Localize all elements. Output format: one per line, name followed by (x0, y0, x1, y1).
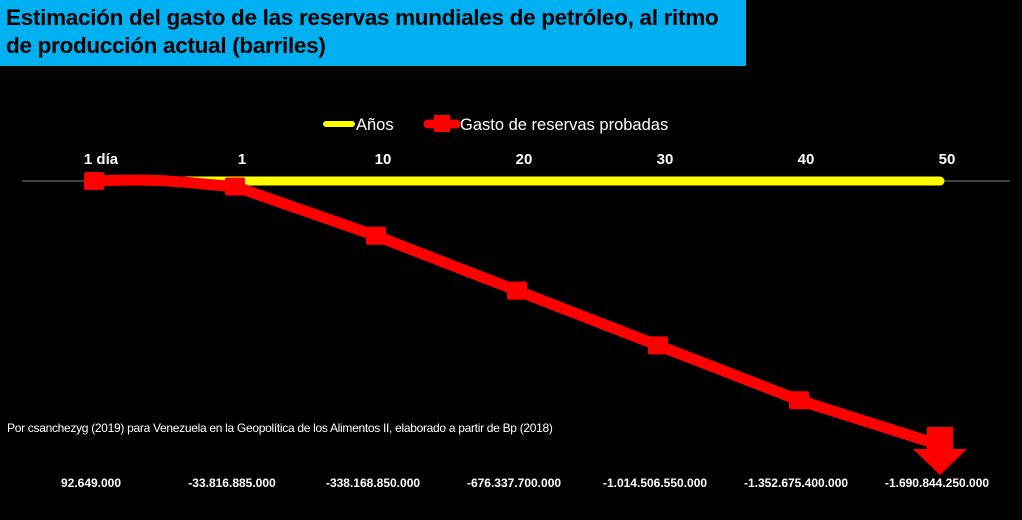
data-label: -33.816.885.000 (188, 476, 276, 490)
series-reserves-point (366, 226, 386, 245)
series-reserves-line (88, 174, 946, 451)
chart-title: Estimación del gasto de las reservas mun… (0, 0, 746, 66)
series-reserves-end-arrow (913, 427, 967, 475)
x-tick-label: 50 (939, 151, 956, 168)
legend-reserves-label: Gasto de reservas probadas (460, 116, 668, 134)
source-note: Por csanchezyg (2019) para Venezuela en … (7, 421, 553, 435)
x-tick-label: 20 (516, 151, 533, 168)
series-reserves-point (225, 177, 245, 196)
legend-reserves-marker (434, 115, 450, 132)
series-reserves-point (648, 336, 668, 355)
series-reserves-point (507, 281, 527, 300)
data-label: -1.014.506.550.000 (603, 476, 707, 490)
legend: Años Gasto de reservas probadas (315, 110, 743, 138)
data-label: -1.690.844.250.000 (885, 476, 989, 490)
legend-box (315, 110, 743, 138)
series-reserves-point (84, 172, 104, 190)
x-tick-label: 30 (657, 151, 674, 168)
data-label: -1.352.675.400.000 (744, 476, 848, 490)
x-tick-label: 1 día (84, 151, 119, 168)
x-tick-label: 1 (238, 151, 246, 168)
data-label: -338.168.850.000 (326, 476, 420, 490)
series-reserves-point (789, 391, 809, 410)
x-tick-label: 10 (375, 151, 392, 168)
data-label: 92.649.000 (61, 476, 121, 490)
x-tick-label: 40 (798, 151, 815, 168)
data-label: -676.337.700.000 (467, 476, 561, 490)
legend-years-label: Años (356, 116, 394, 134)
